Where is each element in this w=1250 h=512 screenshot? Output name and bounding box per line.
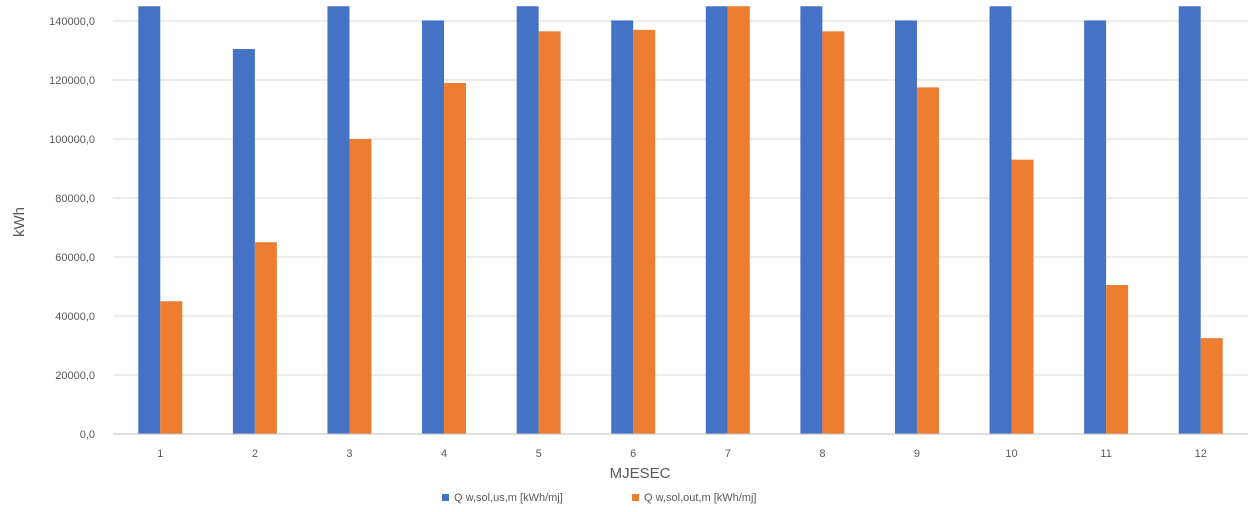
y-tick-label: 0,0 <box>80 429 95 441</box>
y-tick-labels: 0,0 20000,0 40000,0 60000,0 80000,0 100000,0 1… <box>49 16 95 441</box>
bar-us-4 <box>422 20 445 434</box>
bar-out-11 <box>1106 285 1129 434</box>
bar-out-7 <box>727 6 750 434</box>
y-tick-label: 20000,0 <box>55 370 95 382</box>
y-tick-label: 120000,0 <box>49 75 95 87</box>
bar-out-10 <box>1011 159 1034 434</box>
x-tick-label: 8 <box>819 448 825 460</box>
legend: Q w,sol,us,m [kWh/mj] Q w,sol,out,m [kWh… <box>442 492 756 504</box>
x-tick-label: 2 <box>252 448 258 460</box>
legend-swatch-us <box>442 494 449 501</box>
bar-us-9 <box>894 20 917 434</box>
bar-us-1 <box>138 6 161 434</box>
y-tick-label: 60000,0 <box>55 252 95 264</box>
bar-out-4 <box>444 82 467 434</box>
bar-out-3 <box>349 139 372 434</box>
bar-us-5 <box>516 6 539 434</box>
x-tick-label: 6 <box>630 448 636 460</box>
x-tick-label: 11 <box>1100 448 1111 460</box>
x-tick-label: 1 <box>157 448 163 460</box>
y-tick-label: 140000,0 <box>49 16 95 28</box>
bar-us-12 <box>1178 6 1201 434</box>
bar-out-5 <box>538 31 561 434</box>
legend-label-out: Q w,sol,out,m [kWh/mj] <box>644 492 756 504</box>
bar-out-8 <box>822 31 845 434</box>
bar-us-2 <box>232 49 255 435</box>
x-tick-label: 3 <box>346 448 352 460</box>
bar-us-8 <box>800 6 823 434</box>
x-tick-label: 4 <box>441 448 447 460</box>
bars <box>138 6 1223 435</box>
y-tick-label: 40000,0 <box>55 311 95 323</box>
y-axis-title: kWh <box>11 207 28 237</box>
bar-us-6 <box>611 20 634 434</box>
bar-out-1 <box>160 301 183 434</box>
bar-us-11 <box>1084 20 1107 434</box>
x-tick-labels: 1 2 3 4 5 6 7 8 9 10 11 12 <box>157 448 1207 460</box>
bar-out-12 <box>1200 338 1223 434</box>
x-tick-label: 7 <box>725 448 731 460</box>
x-tick-label: 10 <box>1005 448 1017 460</box>
x-tick-label: 9 <box>914 448 920 460</box>
x-tick-label: 12 <box>1195 448 1207 460</box>
legend-swatch-out <box>632 494 639 501</box>
y-tick-label: 100000,0 <box>49 134 95 146</box>
bar-out-2 <box>254 242 277 434</box>
x-tick-label: 5 <box>536 448 542 460</box>
x-axis-title: MJESEC <box>610 465 671 482</box>
bar-us-10 <box>989 6 1012 434</box>
bar-us-7 <box>705 6 728 434</box>
bar-out-6 <box>633 29 656 434</box>
legend-label-us: Q w,sol,us,m [kWh/mj] <box>454 492 563 504</box>
bar-us-3 <box>327 6 350 434</box>
grid-lines <box>113 20 1248 376</box>
y-tick-label: 80000,0 <box>55 193 95 205</box>
bar-out-9 <box>916 87 939 434</box>
